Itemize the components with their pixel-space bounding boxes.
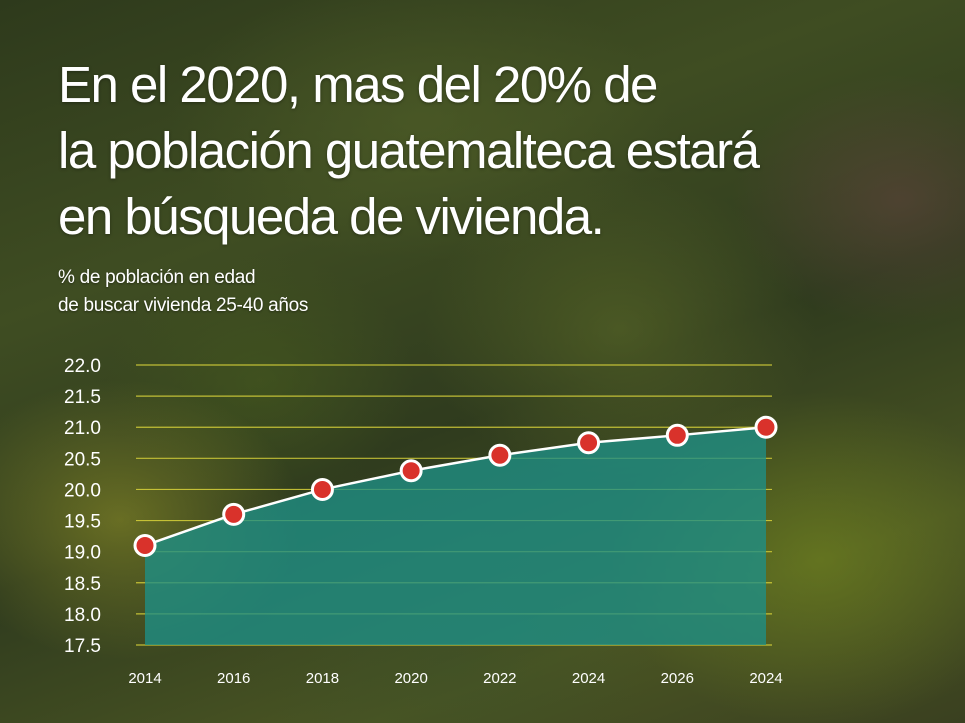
data-point xyxy=(754,415,778,439)
y-tick-label: 18.5 xyxy=(64,574,101,595)
y-tick-label: 20.0 xyxy=(64,480,101,501)
y-tick-label: 19.5 xyxy=(64,512,101,533)
line-layer xyxy=(144,425,767,547)
subtitle-line-1: % de población en edad xyxy=(58,267,256,288)
y-tick-label: 17.5 xyxy=(64,636,101,657)
y-tick-label: 19.0 xyxy=(64,543,101,564)
subtitle-line-2: de buscar vivienda 25-40 años xyxy=(58,295,309,316)
area-fill xyxy=(145,427,766,645)
data-point xyxy=(577,431,601,455)
data-point xyxy=(222,502,246,526)
chart-title: En el 2020, mas del 20% de la población … xyxy=(58,52,938,250)
x-tick-label: 2022 xyxy=(483,670,516,687)
y-axis: 22.0 21.5 21.0 20.5 20.0 19.5 19.0 18.5 18.0 17.5 xyxy=(64,356,101,657)
x-tick-label: 2018 xyxy=(306,670,339,687)
data-point xyxy=(310,477,334,501)
y-tick-label: 18.0 xyxy=(64,605,101,626)
data-point xyxy=(133,533,157,557)
data-point xyxy=(488,443,512,467)
x-tick-label: 2016 xyxy=(217,670,250,687)
title-line-1: En el 2020, mas del 20% de xyxy=(58,56,658,113)
x-tick-label: 2026 xyxy=(661,670,694,687)
area-layer xyxy=(145,427,766,645)
title-line-2: la población guatemalteca estará xyxy=(58,122,760,179)
y-tick-label: 21.5 xyxy=(64,387,101,408)
data-point xyxy=(665,423,689,447)
x-tick-label: 2024 xyxy=(572,670,605,687)
x-tick-label: 2020 xyxy=(394,670,427,687)
title-line-3: en búsqueda de vivienda. xyxy=(58,188,605,245)
series-line xyxy=(144,425,767,547)
chart-subtitle: % de población en edad de buscar viviend… xyxy=(58,264,478,320)
x-axis: 2014 2016 2018 2020 2022 2024 2026 2024 xyxy=(128,670,782,687)
y-tick-label: 21.0 xyxy=(64,418,101,439)
x-tick-label: 2014 xyxy=(128,670,161,687)
markers-layer xyxy=(133,415,778,557)
x-tick-label: 2024 xyxy=(749,670,782,687)
data-point xyxy=(399,459,423,483)
y-tick-label: 20.5 xyxy=(64,449,101,470)
y-tick-label: 22.0 xyxy=(64,356,101,377)
